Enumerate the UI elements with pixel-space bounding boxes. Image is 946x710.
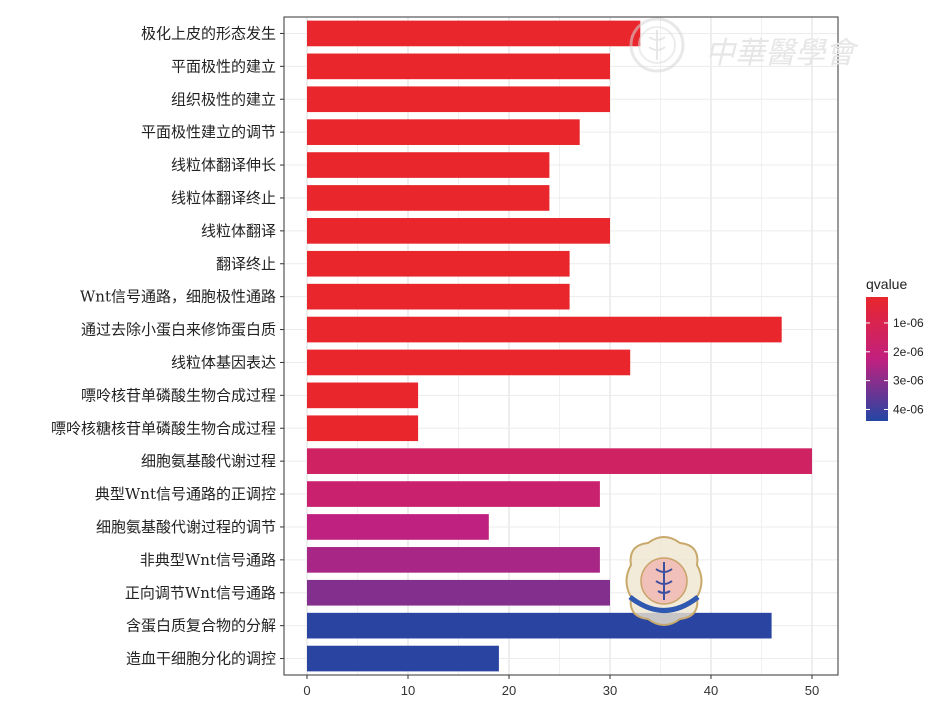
category-label: 翻译终止	[216, 255, 276, 273]
category-label: 平面极性建立的调节	[141, 123, 276, 141]
bar	[307, 415, 419, 442]
category-labels: 极化上皮的形态发生平面极性的建立组织极性的建立平面极性建立的调节线粒体翻译伸长线…	[51, 24, 284, 668]
seal-band	[628, 595, 700, 613]
bar	[307, 316, 782, 343]
legend-tick-label: 2e-06	[893, 345, 924, 359]
bar	[307, 579, 610, 606]
x-tick-label: 0	[303, 683, 310, 698]
bar	[307, 547, 600, 573]
bar	[307, 20, 641, 47]
category-label: 线粒体基因表达	[171, 353, 276, 371]
x-axis-ticks: 0 10 20 30 40 50	[303, 675, 819, 698]
bar	[307, 185, 550, 211]
watermark-seal-center	[625, 536, 703, 626]
category-label: 含蛋白质复合物的分解	[126, 617, 276, 635]
category-label: 正向调节Wnt信号通路	[125, 584, 276, 602]
category-label: 组织极性的建立	[171, 90, 276, 108]
seal-outer-ring	[629, 17, 685, 73]
bar	[307, 53, 610, 80]
category-label: 平面极性的建立	[171, 57, 276, 75]
category-label: Wnt信号通路，细胞极性通路	[80, 288, 276, 306]
legend-title: qvalue	[866, 276, 907, 292]
bar	[307, 119, 580, 145]
category-label: 线粒体翻译终止	[171, 189, 276, 207]
legend-tick-label: 4e-06	[893, 402, 924, 416]
category-label: 通过去除小蛋白来修饰蛋白质	[81, 321, 276, 339]
bar	[307, 514, 489, 540]
category-label: 细胞氨基酸代谢过程的调节	[96, 518, 276, 536]
watermark-seal-top	[629, 17, 685, 73]
bar	[307, 349, 631, 376]
category-label: 典型Wnt信号通路的正调控	[95, 485, 276, 503]
legend-ticks: 1e-06 2e-06 3e-06 4e-06	[866, 316, 924, 416]
category-label: 嘌呤核苷单磷酸生物合成过程	[81, 386, 276, 404]
bar	[307, 250, 570, 277]
category-label: 线粒体翻译	[201, 222, 276, 240]
bar	[307, 218, 610, 244]
x-tick-label: 50	[805, 683, 819, 698]
legend-colorbar	[866, 297, 888, 421]
category-label: 极化上皮的形态发生	[141, 24, 276, 42]
category-label: 线粒体翻译伸长	[171, 156, 276, 174]
bar	[307, 283, 570, 310]
bar	[307, 448, 812, 474]
legend: qvalue 1e-06 2e-06 3e-06 4e-06	[866, 276, 924, 421]
bar	[307, 645, 499, 672]
grid	[284, 17, 838, 675]
x-tick-label: 40	[704, 683, 718, 698]
bar	[307, 152, 550, 178]
plot-panel-border	[283, 16, 839, 676]
category-label: 细胞氨基酸代谢过程	[141, 452, 276, 470]
bar	[307, 382, 419, 409]
x-tick-label: 20	[502, 683, 516, 698]
category-label: 嘌呤核糖核苷单磷酸生物合成过程	[51, 419, 276, 437]
bar	[307, 612, 772, 639]
legend-tick-label: 1e-06	[893, 316, 924, 330]
legend-tick-label: 3e-06	[893, 374, 924, 388]
x-tick-label: 10	[401, 683, 415, 698]
plot-background	[284, 17, 838, 675]
bars	[307, 20, 812, 672]
category-label: 造血干细胞分化的调控	[126, 650, 276, 668]
bar	[307, 86, 610, 113]
seal-caduceus-icon	[655, 562, 673, 600]
category-label: 非典型Wnt信号通路	[140, 551, 276, 569]
seal-staff-icon	[648, 30, 666, 60]
bar	[307, 481, 600, 507]
x-tick-label: 30	[603, 683, 617, 698]
watermark-text: 中華醫學會	[705, 36, 859, 71]
seal-inner-ring	[638, 26, 676, 64]
